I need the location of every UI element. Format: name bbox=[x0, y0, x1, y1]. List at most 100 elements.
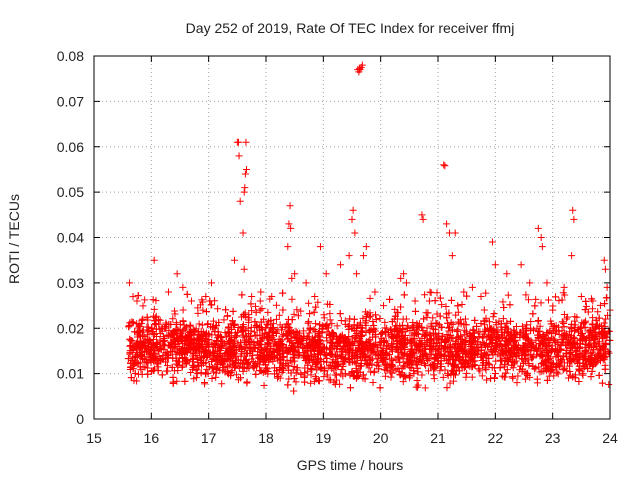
data-point bbox=[165, 341, 173, 349]
data-point bbox=[272, 301, 280, 309]
data-point bbox=[290, 362, 298, 370]
data-point bbox=[192, 366, 200, 374]
data-point bbox=[199, 298, 207, 306]
data-point bbox=[573, 353, 581, 361]
data-point bbox=[289, 344, 297, 352]
data-point bbox=[568, 252, 576, 260]
data-point bbox=[300, 344, 308, 352]
data-point bbox=[315, 329, 323, 337]
data-point bbox=[239, 229, 247, 237]
data-point bbox=[240, 337, 248, 345]
data-point bbox=[399, 315, 407, 323]
data-point bbox=[419, 327, 427, 335]
data-point bbox=[552, 293, 560, 301]
data-point bbox=[446, 348, 454, 356]
data-point bbox=[325, 363, 333, 371]
data-point bbox=[212, 356, 220, 364]
data-point bbox=[592, 324, 600, 332]
data-point bbox=[280, 353, 288, 361]
data-point bbox=[208, 375, 216, 383]
data-point bbox=[160, 342, 168, 350]
data-point bbox=[522, 291, 530, 299]
data-point bbox=[501, 356, 509, 364]
data-point bbox=[206, 348, 214, 356]
data-point bbox=[503, 270, 511, 278]
data-point bbox=[549, 306, 557, 314]
data-point bbox=[397, 303, 405, 311]
data-point bbox=[345, 338, 353, 346]
data-point bbox=[373, 361, 381, 369]
data-point bbox=[305, 299, 313, 307]
data-point bbox=[351, 229, 359, 237]
data-point bbox=[316, 363, 324, 371]
data-point bbox=[534, 317, 542, 325]
data-point bbox=[306, 325, 314, 333]
data-point bbox=[143, 323, 151, 331]
data-point bbox=[444, 370, 452, 378]
data-point bbox=[179, 306, 187, 314]
data-point bbox=[544, 352, 552, 360]
data-point bbox=[443, 220, 451, 228]
data-point bbox=[531, 302, 539, 310]
data-point bbox=[543, 376, 551, 384]
data-point bbox=[475, 333, 483, 341]
data-point bbox=[463, 369, 471, 377]
data-point bbox=[371, 288, 379, 296]
data-point bbox=[171, 310, 179, 318]
data-point bbox=[251, 331, 259, 339]
data-point bbox=[281, 323, 289, 331]
data-point bbox=[349, 372, 357, 380]
data-point bbox=[312, 339, 320, 347]
data-point bbox=[488, 238, 496, 246]
data-point bbox=[194, 362, 202, 370]
data-point bbox=[308, 334, 316, 342]
data-point bbox=[165, 288, 173, 296]
data-point bbox=[437, 350, 445, 358]
data-point bbox=[260, 352, 268, 360]
data-point bbox=[498, 328, 506, 336]
data-point bbox=[544, 296, 552, 304]
data-point bbox=[228, 325, 236, 333]
data-point bbox=[548, 366, 556, 374]
data-point bbox=[422, 350, 430, 358]
data-point bbox=[136, 322, 144, 330]
data-point bbox=[373, 348, 381, 356]
data-point bbox=[320, 311, 328, 319]
data-point bbox=[288, 316, 296, 324]
data-point bbox=[370, 342, 378, 350]
data-point bbox=[232, 332, 240, 340]
data-point bbox=[173, 331, 181, 339]
data-point bbox=[290, 374, 298, 382]
data-point bbox=[316, 243, 324, 251]
data-point bbox=[242, 138, 250, 146]
data-point bbox=[595, 322, 603, 330]
data-point bbox=[214, 360, 222, 368]
data-point bbox=[314, 354, 322, 362]
data-point bbox=[262, 356, 270, 364]
data-point bbox=[441, 366, 449, 374]
data-point bbox=[576, 325, 584, 333]
data-point bbox=[181, 377, 189, 385]
data-point bbox=[288, 295, 296, 303]
data-point bbox=[577, 292, 585, 300]
data-point bbox=[292, 334, 300, 342]
data-point bbox=[370, 325, 378, 333]
data-point bbox=[252, 322, 260, 330]
data-point bbox=[399, 340, 407, 348]
data-point bbox=[228, 367, 236, 375]
data-point bbox=[541, 357, 549, 365]
data-point bbox=[567, 349, 575, 357]
data-point bbox=[453, 327, 461, 335]
data-point bbox=[174, 326, 182, 334]
data-point bbox=[451, 361, 459, 369]
data-point bbox=[243, 165, 251, 173]
data-point bbox=[482, 316, 490, 324]
data-point bbox=[229, 307, 237, 315]
data-point bbox=[255, 354, 263, 362]
data-point bbox=[143, 313, 151, 321]
data-point bbox=[223, 312, 231, 320]
data-point bbox=[149, 296, 157, 304]
data-point bbox=[359, 252, 367, 260]
data-point bbox=[188, 331, 196, 339]
data-point bbox=[126, 279, 134, 287]
